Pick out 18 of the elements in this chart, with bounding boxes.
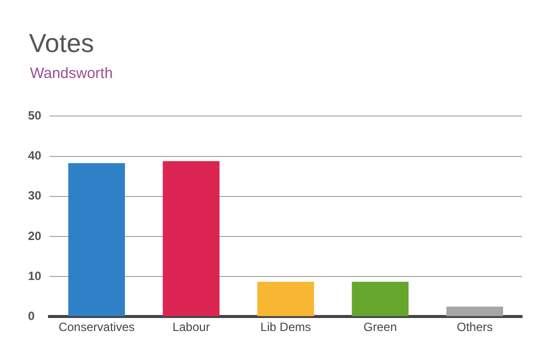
bar <box>162 161 220 316</box>
bar <box>352 282 409 316</box>
x-tick-label: Green <box>364 320 397 334</box>
y-tick-label: 40 <box>28 148 42 163</box>
chart-subtitle: Wandsworth <box>30 65 113 83</box>
x-tick-label: Labour <box>172 320 210 334</box>
y-tick-label: 30 <box>28 188 42 203</box>
y-tick-label: 0 <box>28 308 35 323</box>
x-tick-label: Conservatives <box>58 320 135 334</box>
bar <box>446 306 504 316</box>
x-tick-label: Lib Dems <box>260 320 312 334</box>
y-tick-label: 20 <box>28 228 42 243</box>
bar <box>68 163 125 316</box>
y-tick-label: 10 <box>28 268 42 283</box>
y-tick-label: 50 <box>28 108 42 123</box>
x-tick-label: Others <box>456 320 493 334</box>
bar <box>257 282 314 316</box>
chart-title: Votes <box>29 28 94 58</box>
